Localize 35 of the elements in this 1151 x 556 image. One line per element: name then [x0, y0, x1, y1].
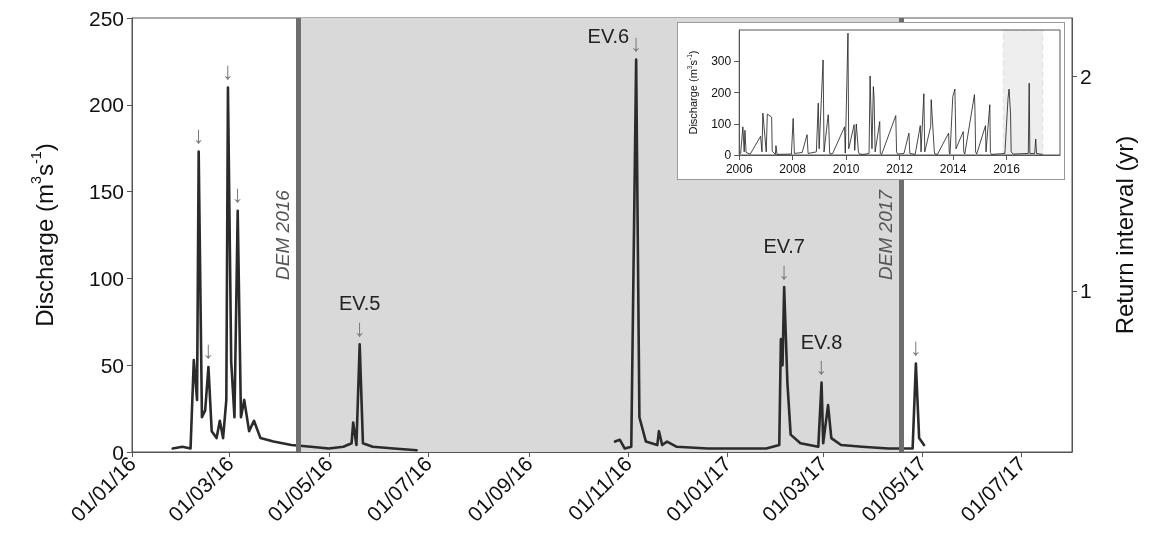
x-tick-label: 2014 [939, 162, 967, 176]
y-tick-label: 100 [88, 266, 124, 290]
annotation: ↓ [909, 332, 922, 360]
y-axis-title: Discharge (m3s-1) [27, 143, 58, 327]
y-tick-label: 0 [724, 148, 732, 162]
annotation: ↓ [630, 29, 643, 57]
annotation: ↓ [221, 56, 234, 84]
annotation: ↓ [815, 352, 828, 380]
y-tick-label: 150 [88, 180, 124, 204]
annotation: EV.5 [338, 292, 381, 315]
y2-tick-label: 1 [1080, 279, 1092, 303]
ref-line-label: DEM 2017 [875, 188, 897, 280]
annotation: ↓ [231, 180, 244, 208]
annotation: ↓ [353, 313, 366, 341]
y2-tick-label: 2 [1080, 64, 1092, 88]
annotation: EV.6 [587, 24, 630, 47]
annotation: EV.8 [800, 330, 843, 353]
annotation: ↓ [202, 336, 215, 364]
y-tick-label: 100 [711, 116, 732, 131]
annotation: ↓ [192, 121, 205, 149]
y-tick-label: 300 [711, 54, 732, 69]
x-tick-label: 2010 [832, 162, 860, 176]
y-tick-label: 200 [88, 93, 124, 117]
annotation: EV.7 [763, 235, 805, 258]
x-tick-label: 2012 [886, 162, 914, 176]
x-tick-label: 2016 [993, 162, 1021, 176]
ref-line-label: DEM 2016 [271, 189, 293, 280]
y2-axis-title: Return interval (yr) [1110, 135, 1138, 335]
line-series [740, 32, 1043, 155]
annotation: ↓ [778, 256, 791, 284]
y-tick-label: 50 [100, 353, 124, 377]
y-tick-label: 200 [711, 85, 732, 100]
x-tick-label: 2008 [779, 162, 807, 176]
y-tick-label: 250 [88, 6, 124, 30]
x-tick-label: 2006 [725, 162, 753, 176]
